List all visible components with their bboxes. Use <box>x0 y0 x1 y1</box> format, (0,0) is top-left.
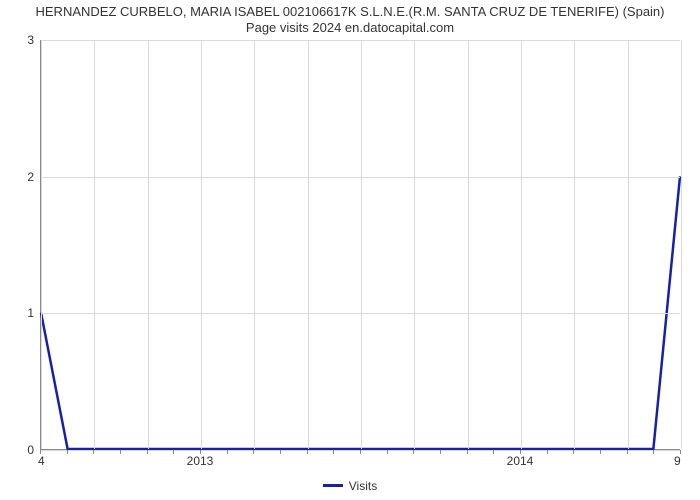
grid-v <box>361 40 362 449</box>
x-tick-minor <box>333 450 334 454</box>
grid-v <box>681 40 682 449</box>
legend: Visits <box>0 478 700 493</box>
x-tick-minor <box>547 450 548 454</box>
legend-swatch <box>323 484 343 487</box>
x-tick-minor <box>573 450 574 454</box>
grid-v <box>521 40 522 449</box>
grid-v <box>628 40 629 449</box>
x-tick-minor <box>413 450 414 454</box>
x-tick-minor <box>173 450 174 454</box>
y-tick-label: 3 <box>4 33 34 47</box>
x-tick-minor <box>360 450 361 454</box>
x-tick-minor <box>227 450 228 454</box>
x-tick-minor <box>253 450 254 454</box>
x-corner-left: 4 <box>38 454 45 468</box>
x-tick-minor <box>67 450 68 454</box>
grid-v <box>574 40 575 449</box>
grid-v <box>308 40 309 449</box>
x-tick-minor <box>440 450 441 454</box>
grid-v <box>201 40 202 449</box>
x-tick-minor <box>147 450 148 454</box>
x-corner-right: 9 <box>674 454 681 468</box>
x-tick-minor <box>120 450 121 454</box>
grid-v <box>254 40 255 449</box>
y-tick-label: 0 <box>4 443 34 457</box>
x-tick-minor <box>280 450 281 454</box>
visits-chart: HERNANDEZ CURBELO, MARIA ISABEL 00210661… <box>0 0 700 500</box>
grid-v <box>148 40 149 449</box>
x-tick-minor <box>627 450 628 454</box>
x-tick-minor <box>600 450 601 454</box>
grid-v <box>414 40 415 449</box>
grid-v <box>94 40 95 449</box>
chart-title-line1: HERNANDEZ CURBELO, MARIA ISABEL 00210661… <box>36 4 665 19</box>
y-tick-label: 1 <box>4 306 34 320</box>
x-tick-minor <box>93 450 94 454</box>
y-tick-label: 2 <box>4 170 34 184</box>
legend-label: Visits <box>349 479 377 493</box>
chart-title: HERNANDEZ CURBELO, MARIA ISABEL 00210661… <box>0 0 700 39</box>
x-tick-minor <box>653 450 654 454</box>
x-tick-minor <box>307 450 308 454</box>
x-tick-minor <box>493 450 494 454</box>
x-tick-label: 2014 <box>507 454 534 468</box>
grid-v <box>468 40 469 449</box>
x-tick-label: 2013 <box>187 454 214 468</box>
chart-title-line2: Page visits 2024 en.datocapital.com <box>246 20 454 35</box>
grid-v <box>41 40 42 449</box>
plot-area <box>40 40 680 450</box>
x-tick-minor <box>387 450 388 454</box>
x-tick-minor <box>467 450 468 454</box>
